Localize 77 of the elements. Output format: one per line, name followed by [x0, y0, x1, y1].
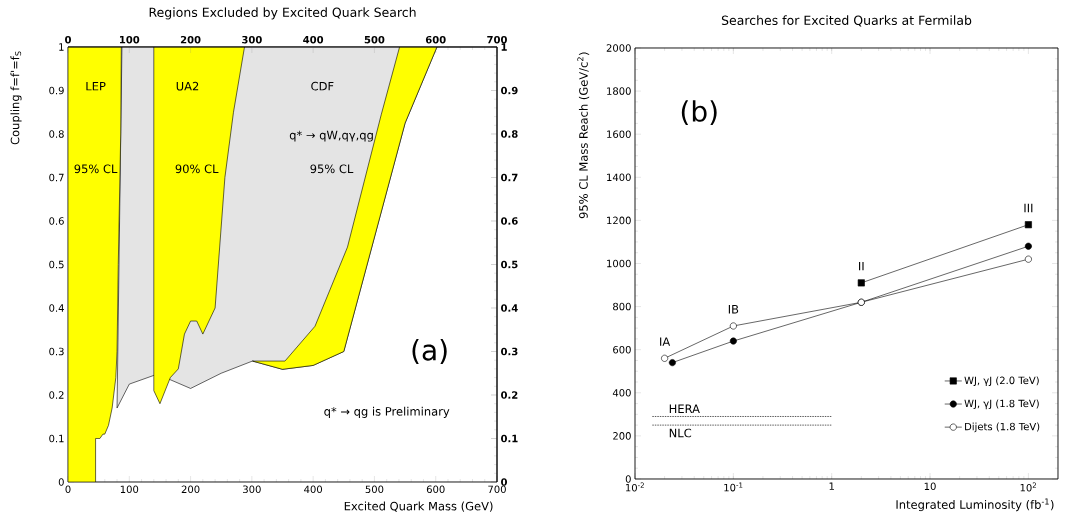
y-tick-label: 1800 [607, 87, 631, 95]
y-tick-label: 1 [59, 43, 64, 51]
legend-label: Dijets (1.8 TeV) [965, 422, 1040, 433]
annotation: 95% CL [310, 164, 354, 174]
series-label: HERA [669, 404, 700, 413]
y2-tick-label: 0.1 [501, 434, 518, 443]
x-tick-label: 200 [181, 485, 200, 494]
x-tick-label: 1 [829, 482, 834, 490]
chart-title: Searches for Excited Quarks at Fermilab [721, 15, 972, 27]
x-axis-title: Integrated Luminosity (fb$^{-1}$) [896, 498, 1054, 512]
y-axis-title: 95% CL Mass Reach (GeV/c$^{2}$) [577, 52, 590, 219]
y-tick-label: 200 [613, 432, 631, 440]
x2-tick-label: 0 [65, 35, 72, 44]
chart-title: Regions Excluded by Excited Quark Search [149, 7, 416, 20]
annotation: IA [660, 337, 671, 346]
annotation: III [1024, 203, 1033, 213]
y-tick-label: 1000 [607, 259, 631, 268]
y-tick-label: 1400 [607, 173, 631, 182]
x-tick-label: 10 [924, 482, 936, 491]
x-tick-label: 300 [243, 485, 261, 494]
x2-tick-label: 600 [425, 35, 446, 44]
y-tick-label: 600 [613, 345, 631, 354]
annotation: CDF [311, 81, 334, 91]
x-tick-label: 500 [365, 485, 384, 494]
legend-label: WJ, γJ (2.0 TeV) [964, 376, 1039, 387]
x-tick-label: 700 [488, 485, 506, 494]
annotation: IB [728, 305, 739, 314]
y-tick-label: 0.7 [49, 173, 64, 182]
annotation: 95% CL [74, 164, 118, 174]
series-label: NLC [669, 428, 692, 438]
y-tick-label: 0.6 [49, 217, 64, 225]
y-tick-label: 2000 [606, 44, 631, 52]
y2-tick-label: 0.4 [501, 304, 518, 312]
y-tick-label: 1600 [607, 130, 631, 138]
annotation: 90% CL [175, 164, 219, 174]
annotation: II [859, 261, 864, 271]
y-tick-label: 0.1 [49, 434, 64, 443]
x2-tick-label: 300 [242, 35, 262, 44]
y2-tick-label: 0.7 [501, 173, 518, 182]
y-tick-label: 0.2 [49, 391, 64, 399]
x-axis-title: Excited Quark Mass (GeV) [344, 501, 493, 512]
x-tick-label: 10$^{-1}$ [724, 482, 743, 492]
annotation: q* → qg is Preliminary [324, 406, 450, 418]
y-axis-title: Coupling f=f'=f$_{S}$ [10, 51, 22, 145]
y2-tick-label: 0.9 [501, 86, 518, 95]
y2-tick-label: 0.6 [501, 217, 518, 225]
legend-label: WJ, γJ (1.8 TeV) [964, 399, 1039, 410]
x-tick-label: 400 [304, 485, 323, 494]
x-tick-label: 10$^{2}$ [1020, 482, 1037, 492]
annotation: UA2 [176, 81, 199, 91]
x2-tick-label: 400 [303, 35, 324, 44]
x2-tick-label: 700 [487, 35, 507, 44]
annotation: (b) [681, 100, 717, 126]
x-tick-label: 600 [426, 485, 445, 494]
y-tick-label: 0.9 [49, 86, 64, 95]
y2-tick-label: 0.3 [501, 347, 518, 356]
x-tick-label: 0 [65, 485, 71, 494]
x2-tick-label: 100 [119, 35, 140, 44]
y-tick-label: 800 [613, 302, 631, 311]
annotation: (a) [412, 339, 447, 364]
x2-tick-label: 200 [180, 35, 201, 44]
y-tick-label: 0.5 [49, 260, 64, 269]
y-tick-label: 0.3 [49, 347, 64, 356]
y2-tick-label: 0.2 [501, 391, 518, 399]
x-tick-label: 100 [120, 485, 139, 494]
y-tick-label: 0.8 [49, 130, 64, 138]
x2-tick-label: 500 [364, 35, 385, 44]
x-tick-label: 10$^{-2}$ [626, 482, 644, 492]
y2-tick-label: 1 [501, 43, 507, 51]
annotation: LEP [86, 81, 106, 91]
y-tick-label: 400 [612, 388, 631, 397]
y-tick-label: 0 [625, 475, 631, 483]
y-tick-label: 1200 [607, 216, 631, 225]
y2-tick-label: 0.5 [501, 260, 518, 269]
annotation: q* → qW,qγ,qg [289, 130, 373, 142]
y2-tick-label: 0.8 [501, 130, 518, 138]
y-tick-label: 0.4 [49, 304, 64, 312]
